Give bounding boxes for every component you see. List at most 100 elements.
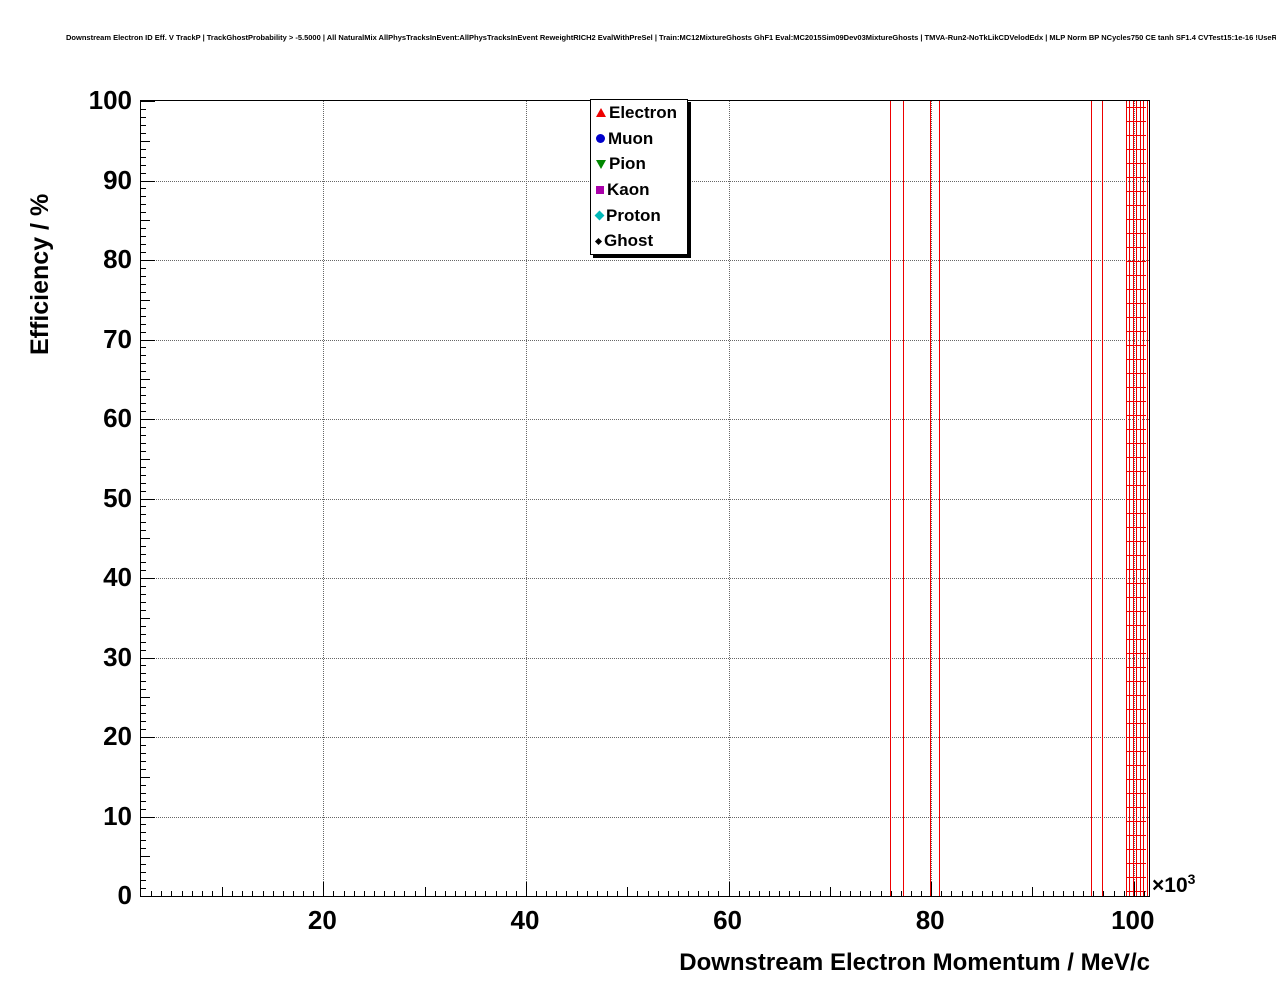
- y-minor-tick: [141, 848, 146, 850]
- x-minor-tick: [161, 891, 163, 896]
- x-minor-tick: [151, 891, 153, 896]
- electron-error-bar-cap: [1126, 793, 1146, 794]
- electron-error-bar-cap: [1126, 667, 1146, 668]
- grid-line-vertical: [1133, 101, 1135, 896]
- electron-error-bar-cap: [1126, 205, 1146, 206]
- y-axis-title: Efficiency / %: [26, 193, 54, 355]
- x-minor-tick: [1042, 891, 1044, 896]
- y-tick-label: 0: [117, 880, 132, 910]
- electron-error-bar-cap: [1126, 191, 1146, 192]
- electron-error-bar-cap: [1126, 345, 1146, 346]
- y-minor-tick: [141, 689, 146, 691]
- legend-entry-proton: Proton: [591, 203, 687, 229]
- y-minor-tick: [141, 403, 146, 405]
- x-minor-tick: [546, 891, 548, 896]
- electron-error-bar-cap: [1126, 695, 1146, 696]
- y-minor-tick: [141, 283, 146, 285]
- electron-error-bar: [1102, 101, 1104, 896]
- electron-error-bar-cap: [1126, 415, 1146, 416]
- y-minor-tick: [141, 204, 146, 206]
- y-minor-tick: [141, 808, 146, 810]
- electron-error-bar-cap: [1126, 121, 1146, 122]
- x-minor-tick: [799, 891, 801, 896]
- y-minor-tick: [141, 649, 146, 651]
- electron-error-bar-cap: [1126, 513, 1146, 514]
- grid-line-horizontal: [141, 339, 1149, 341]
- y-tick-label: 10: [103, 800, 132, 831]
- y-minor-tick: [141, 291, 146, 293]
- x-minor-tick: [292, 891, 294, 896]
- y-minor-tick: [141, 625, 146, 627]
- electron-error-bar-cap: [1126, 177, 1146, 178]
- electron-error-bar-cap: [1126, 457, 1146, 458]
- electron-error-bar-cap: [1126, 765, 1146, 766]
- y-major-tick: [141, 180, 155, 182]
- y-minor-tick: [141, 188, 146, 190]
- y-medium-tick: [141, 617, 150, 619]
- electron-error-bar-cap: [1126, 751, 1146, 752]
- x-minor-tick: [688, 891, 690, 896]
- x-minor-tick: [860, 891, 862, 896]
- y-minor-tick: [141, 363, 146, 365]
- y-minor-tick: [141, 585, 146, 587]
- y-minor-tick: [141, 148, 146, 150]
- y-minor-tick: [141, 554, 146, 556]
- x-minor-tick: [870, 891, 872, 896]
- y-tick-label: 60: [103, 403, 132, 433]
- y-tick-label: 30: [103, 641, 132, 672]
- y-minor-tick: [141, 792, 146, 794]
- x-medium-tick: [424, 887, 426, 896]
- y-minor-tick: [141, 744, 146, 746]
- y-minor-tick: [141, 411, 146, 413]
- x-minor-tick: [1113, 891, 1115, 896]
- x-minor-tick: [232, 891, 234, 896]
- y-minor-tick: [141, 252, 146, 254]
- y-minor-tick: [141, 267, 146, 269]
- x-axis-title: Downstream Electron Momentum / MeV/c: [679, 949, 1150, 976]
- electron-error-bar-cap: [1126, 849, 1146, 850]
- y-minor-tick: [141, 172, 146, 174]
- electron-error-bar-cap: [1126, 303, 1146, 304]
- x-major-tick: [728, 882, 730, 896]
- y-minor-tick: [141, 244, 146, 246]
- electron-error-bar-cap: [1126, 163, 1146, 164]
- x-minor-tick: [596, 891, 598, 896]
- x-minor-tick: [1143, 891, 1145, 896]
- y-minor-tick: [141, 864, 146, 866]
- electron-error-bar-cap: [1126, 107, 1146, 108]
- y-minor-tick: [141, 729, 146, 731]
- y-medium-tick: [141, 220, 150, 222]
- y-medium-tick: [141, 379, 150, 381]
- x-minor-tick: [434, 891, 436, 896]
- electron-error-bar-cap: [1126, 639, 1146, 640]
- x-minor-tick: [536, 891, 538, 896]
- y-major-tick: [141, 498, 155, 500]
- electron-error-bar-cap: [1126, 527, 1146, 528]
- x-minor-tick: [981, 891, 983, 896]
- x-minor-tick: [343, 891, 345, 896]
- y-major-tick: [141, 419, 155, 420]
- legend-label: Electron: [609, 102, 678, 122]
- y-minor-tick: [141, 450, 146, 452]
- x-minor-tick: [769, 891, 771, 896]
- plot-title: Downstream Electron ID Eff. V TrackP | T…: [66, 33, 1276, 42]
- electron-error-bar-cluster: [1146, 101, 1148, 896]
- electron-error-bar-cap: [1126, 149, 1146, 150]
- electron-error-bar-cap: [1126, 709, 1146, 710]
- y-minor-tick: [141, 395, 146, 397]
- x-minor-tick: [201, 891, 203, 896]
- y-minor-tick: [141, 522, 146, 524]
- x-tick-label: 100: [1111, 905, 1155, 935]
- y-medium-tick: [141, 856, 150, 858]
- y-minor-tick: [141, 307, 146, 309]
- x-minor-tick: [394, 891, 396, 896]
- x-major-tick: [931, 882, 933, 896]
- y-minor-tick: [141, 490, 146, 492]
- x-minor-tick: [465, 891, 467, 896]
- y-minor-tick: [141, 601, 146, 603]
- kaon-square-marker-icon: [596, 185, 604, 194]
- legend-box: Electron Muon Pion Kaon Proton Ghost: [590, 99, 688, 255]
- x-minor-tick: [556, 891, 558, 896]
- y-minor-tick: [141, 721, 146, 723]
- x-minor-tick: [586, 891, 588, 896]
